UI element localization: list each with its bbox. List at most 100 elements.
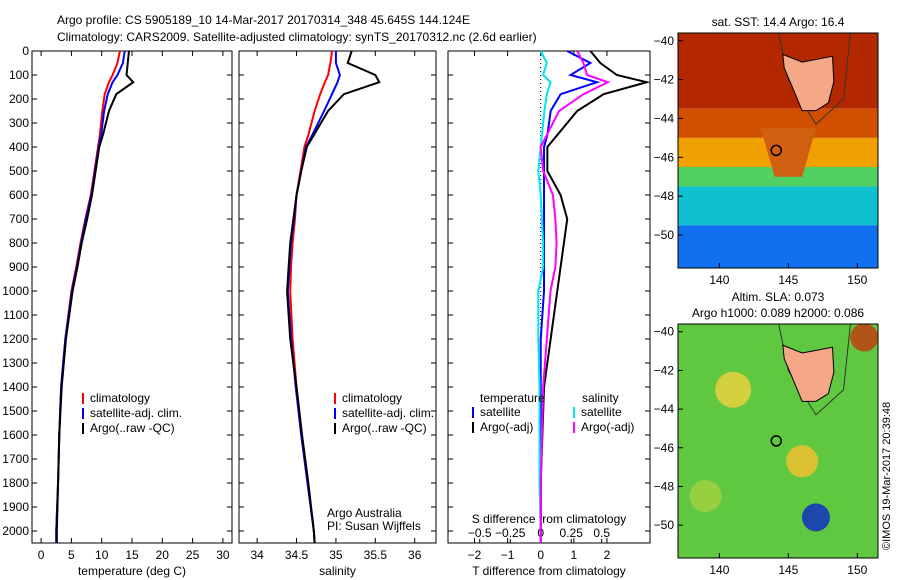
legend-swatch xyxy=(334,393,336,404)
x-tick-label: 140 xyxy=(709,273,729,287)
y-tick-label: 900 xyxy=(9,260,29,274)
y-tick-label: 1800 xyxy=(2,476,29,490)
x2-axis-label: S difference from climatology xyxy=(472,512,627,526)
x-tick-label: 140 xyxy=(709,563,729,577)
legend-swatch xyxy=(82,423,84,434)
x-tick-label: 0 xyxy=(537,548,544,562)
legend-title: salinity xyxy=(582,391,619,405)
legend-label: Argo(-adj) xyxy=(581,420,634,434)
legend-swatch xyxy=(472,407,474,418)
x-tick-label: 36 xyxy=(408,548,422,562)
y-tick-label: 1400 xyxy=(2,380,29,394)
x-tick-label: −2 xyxy=(468,548,482,562)
panel-frame-0 xyxy=(31,50,233,544)
annotation: Argo Australia xyxy=(327,506,402,520)
y-tick-label: −50 xyxy=(654,228,675,242)
y-tick-label: 1900 xyxy=(2,500,29,514)
y-tick-label: −42 xyxy=(654,73,675,87)
y-tick-label: 2000 xyxy=(2,524,29,538)
y-tick-label: −46 xyxy=(654,150,675,164)
tasmania-land xyxy=(782,344,835,402)
series-line xyxy=(286,50,381,544)
x2-tick-label: 0.5 xyxy=(593,526,610,540)
legend-label: Argo(..raw -QC) xyxy=(90,421,175,435)
x-tick-label: 30 xyxy=(216,548,230,562)
y-tick-label: 1600 xyxy=(2,428,29,442)
y-tick-label: −40 xyxy=(654,325,675,339)
y-tick-label: −48 xyxy=(654,189,675,203)
map-frame xyxy=(677,32,879,269)
legend-swatch xyxy=(334,408,336,419)
series-line xyxy=(55,50,126,543)
y-tick-label: 1500 xyxy=(2,404,29,418)
y-tick-label: 200 xyxy=(9,92,29,106)
y-tick-label: 300 xyxy=(9,116,29,130)
x-tick-label: 150 xyxy=(847,273,867,287)
map-field xyxy=(678,33,878,109)
x2-tick-label: −0.5 xyxy=(468,526,492,540)
argo-position-marker xyxy=(770,435,783,447)
y-tick-label: −40 xyxy=(654,34,675,48)
x-tick-label: 20 xyxy=(156,548,170,562)
y-tick-label: −44 xyxy=(654,111,675,125)
y-tick-label: −44 xyxy=(654,402,675,416)
legend-swatch xyxy=(82,408,84,419)
map-anomaly xyxy=(850,323,879,352)
legend-label: climatology xyxy=(342,391,402,405)
map-anomaly xyxy=(786,445,819,478)
x-tick-label: 25 xyxy=(186,548,200,562)
map-subtitle: Argo h1000: 0.089 h2000: 0.086 xyxy=(692,306,864,320)
series-line xyxy=(539,50,611,543)
x-tick-label: 145 xyxy=(778,273,798,287)
x-tick-label: 150 xyxy=(847,563,867,577)
title: Argo profile: CS 5905189_10 14-Mar-2017 … xyxy=(57,13,470,27)
map-anomaly xyxy=(689,480,722,513)
subtitle: Climatology: CARS2009. Satellite-adjuste… xyxy=(57,30,537,44)
legend-label: satellite-adj. clim. xyxy=(90,406,182,420)
annotation: PI: Susan Wijffels xyxy=(327,519,421,533)
x2-tick-label: −0.25 xyxy=(495,526,526,540)
map-field xyxy=(678,167,878,187)
panel-frame-2 xyxy=(447,50,651,544)
panel-frame-1 xyxy=(238,50,437,544)
x-tick-label: 2 xyxy=(604,548,611,562)
legend-label: Argo(..raw -QC) xyxy=(342,421,427,435)
series-line xyxy=(539,50,601,543)
map-warm-eddy xyxy=(760,128,816,177)
y-tick-label: 700 xyxy=(9,212,29,226)
map-field xyxy=(678,225,878,268)
x-tick-label: 1 xyxy=(570,548,577,562)
y-tick-label: 1000 xyxy=(2,284,29,298)
y-tick-label: 1300 xyxy=(2,356,29,370)
y-tick-label: 100 xyxy=(9,68,29,82)
x-tick-label: 0 xyxy=(38,548,45,562)
map-anomaly xyxy=(801,503,830,532)
credit: ©IMOS 19-Mar-2017 20:39:48 xyxy=(881,402,893,550)
x-tick-label: 35.5 xyxy=(364,548,388,562)
map-field xyxy=(678,186,878,226)
x2-tick-label: 0.25 xyxy=(560,526,584,540)
argo-position-marker xyxy=(770,144,783,157)
x-tick-label: 34 xyxy=(250,548,264,562)
map-title: Altim. SLA: 0.073 xyxy=(732,290,825,304)
y-tick-label: −50 xyxy=(654,518,675,532)
tasmania-land xyxy=(782,53,835,112)
map-title: sat. SST: 14.4 Argo: 16.4 xyxy=(712,15,845,29)
legend-title: temperature xyxy=(480,391,545,405)
legend-label: satellite xyxy=(480,405,521,419)
y-tick-label: 1200 xyxy=(2,332,29,346)
y-tick-label: −46 xyxy=(654,441,675,455)
x-tick-label: 15 xyxy=(125,548,139,562)
legend-label: Argo(-adj) xyxy=(480,420,533,434)
y-tick-label: 400 xyxy=(9,140,29,154)
x-tick-label: 145 xyxy=(778,563,798,577)
legend-swatch xyxy=(334,423,336,434)
map-anomaly xyxy=(715,371,752,408)
x-axis-label: T difference from climatology xyxy=(472,564,626,578)
x-tick-label: 35 xyxy=(329,548,343,562)
map-frame xyxy=(677,323,879,559)
series-line xyxy=(539,50,651,543)
y-tick-label: 800 xyxy=(9,236,29,250)
map-field xyxy=(678,324,878,558)
